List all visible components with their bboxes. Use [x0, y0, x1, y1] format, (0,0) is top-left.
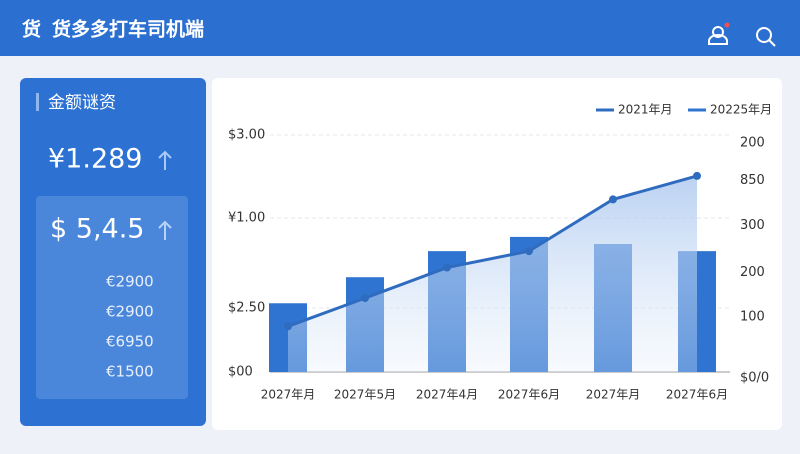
y-tick-label: $2.50: [228, 301, 265, 316]
up-arrow: [158, 150, 172, 170]
x-tick-label: 2027年5月: [334, 388, 396, 402]
amount-item: €1500: [106, 363, 154, 381]
point: [609, 195, 617, 204]
title-accent: [36, 93, 39, 111]
x-tick-label: 2027年4月: [416, 388, 478, 402]
up-arrow: [158, 220, 172, 240]
x-tick-label: 2027年月: [261, 388, 316, 402]
legend-label: 20225年月: [710, 103, 772, 117]
point: [361, 294, 369, 303]
badge: [724, 22, 730, 28]
amount-item: €6950: [106, 333, 154, 351]
y-tick-label: $3.00: [228, 128, 265, 143]
y2-tick-label: 300: [740, 218, 765, 233]
app-icon: 货: [22, 18, 41, 41]
y2-tick-label: 100: [740, 309, 765, 324]
y-tick-label: ¥1.00: [228, 210, 265, 225]
y2-tick-label: 200: [740, 265, 765, 280]
y-tick-label: $00: [228, 365, 253, 380]
legend-label: 2021年月: [618, 103, 673, 117]
balance: $ 5,4.5: [50, 214, 144, 245]
y2-tick-label: 850: [740, 173, 765, 188]
user-icon[interactable]: [708, 26, 728, 45]
amount-item: €2900: [106, 273, 154, 291]
point: [443, 263, 451, 272]
y2-tick-label: 200: [740, 136, 765, 151]
balance-card: [36, 196, 188, 399]
point: [525, 247, 533, 256]
line: [287, 174, 698, 328]
amount: ¥1.289: [48, 144, 142, 175]
x-tick-label: 2027年6月: [498, 388, 560, 402]
x-tick-label: 2027年月: [586, 388, 641, 402]
panel-title: 金额谜资: [48, 93, 116, 113]
point: [693, 171, 701, 180]
y2-tick-label: $0/0: [740, 371, 769, 386]
amount-item: €2900: [106, 303, 154, 321]
search-icon[interactable]: [756, 27, 776, 47]
x-tick-label: 2027年6月: [666, 388, 728, 402]
point: [284, 322, 292, 331]
area: [288, 175, 697, 372]
header-bar: [0, 0, 800, 56]
app-title: 货多多打车司机端: [52, 18, 204, 41]
